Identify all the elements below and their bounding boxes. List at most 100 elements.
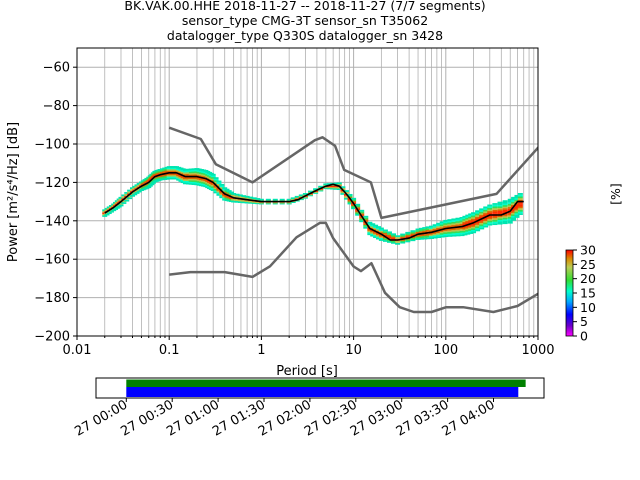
density-cell [514,211,520,214]
density-cell [121,202,127,204]
density-cell [502,219,508,221]
x-tick-label: 1 [257,343,265,358]
density-cell [502,211,508,214]
density-cell [439,232,445,235]
y-axis-label: Power [m²/s⁴/Hz] [dB] [6,122,21,262]
timeline-tick-label: 27 04:00 [440,397,498,439]
density-cell [127,197,133,200]
density-cell [459,217,465,219]
density-cell [367,223,373,226]
density-cell [447,231,453,234]
density-cell [459,234,465,237]
density-cell [231,200,237,203]
density-cell [405,239,411,241]
density-cell [471,212,477,215]
density-cell [359,209,365,212]
density-cell [471,228,477,231]
density-cell [395,242,401,245]
density-cell [375,230,381,233]
density-cell [363,226,369,229]
density-cell [370,224,376,227]
density-cell [336,188,342,191]
density-cell [114,206,120,209]
density-cell [447,220,453,223]
density-cell [244,195,250,198]
density-cell [302,193,308,196]
density-cell [455,227,461,230]
density-cell [462,226,468,228]
density-cell [382,229,388,232]
density-cell [132,193,138,196]
density-cell [410,230,416,233]
density-cell [465,229,471,232]
density-cell [330,186,336,189]
density-cell [231,194,237,197]
plot-frame [76,47,539,337]
density-cell [185,172,191,175]
density-cell [487,223,493,226]
density-cell [400,241,406,244]
density-cell [370,230,376,233]
density-cell [502,215,508,218]
density-cell [451,223,457,226]
density-cell [210,175,216,178]
density-cell [455,224,461,227]
density-cell [182,182,188,185]
density-cell [359,218,365,221]
density-cell [429,237,435,239]
density-cell [517,196,523,199]
density-cell [191,169,197,172]
density-cell [134,192,140,194]
density-cell [400,236,406,239]
density-cell [487,222,493,224]
density-cell [455,234,461,237]
density-cell [258,202,264,205]
density-cell [459,232,465,235]
density-cell [118,204,124,207]
density-cell [511,211,517,213]
density-cell [511,214,517,217]
density-cell [492,218,498,221]
density-cell [475,223,481,225]
density-cell [370,226,376,228]
density-cell [367,229,373,231]
density-cell [418,227,424,230]
density-cell [395,237,401,239]
density-cell [514,199,520,202]
density-cell [471,218,477,221]
density-cell [333,186,339,189]
density-cell [502,206,508,209]
density-cell [465,225,471,228]
density-cell [447,223,453,226]
density-cell [185,174,191,176]
density-cell [182,180,188,183]
density-cell [443,224,449,227]
density-cell [234,195,240,198]
density-cell [234,199,240,201]
density-cell [507,205,513,208]
density-cell [447,233,453,236]
density-cell [447,222,453,225]
density-cell [359,211,365,214]
x-tick-label: 100 [433,343,458,358]
density-cell [502,220,508,223]
density-cell [514,205,520,208]
density-cell [182,172,188,175]
density-cell [308,190,314,193]
density-cell [497,219,503,222]
density-cell [451,233,457,235]
density-cell [418,231,424,233]
density-cell [475,227,481,230]
density-cell [468,216,474,219]
density-cell [462,232,468,234]
density-cell [479,211,485,214]
density-cell [517,199,523,202]
density-cell [502,217,508,220]
density-cell [313,192,319,194]
density-cell [465,228,471,231]
density-cell [251,202,257,204]
density-cell [191,183,197,185]
density-cell [459,227,465,230]
density-cell [459,218,465,221]
